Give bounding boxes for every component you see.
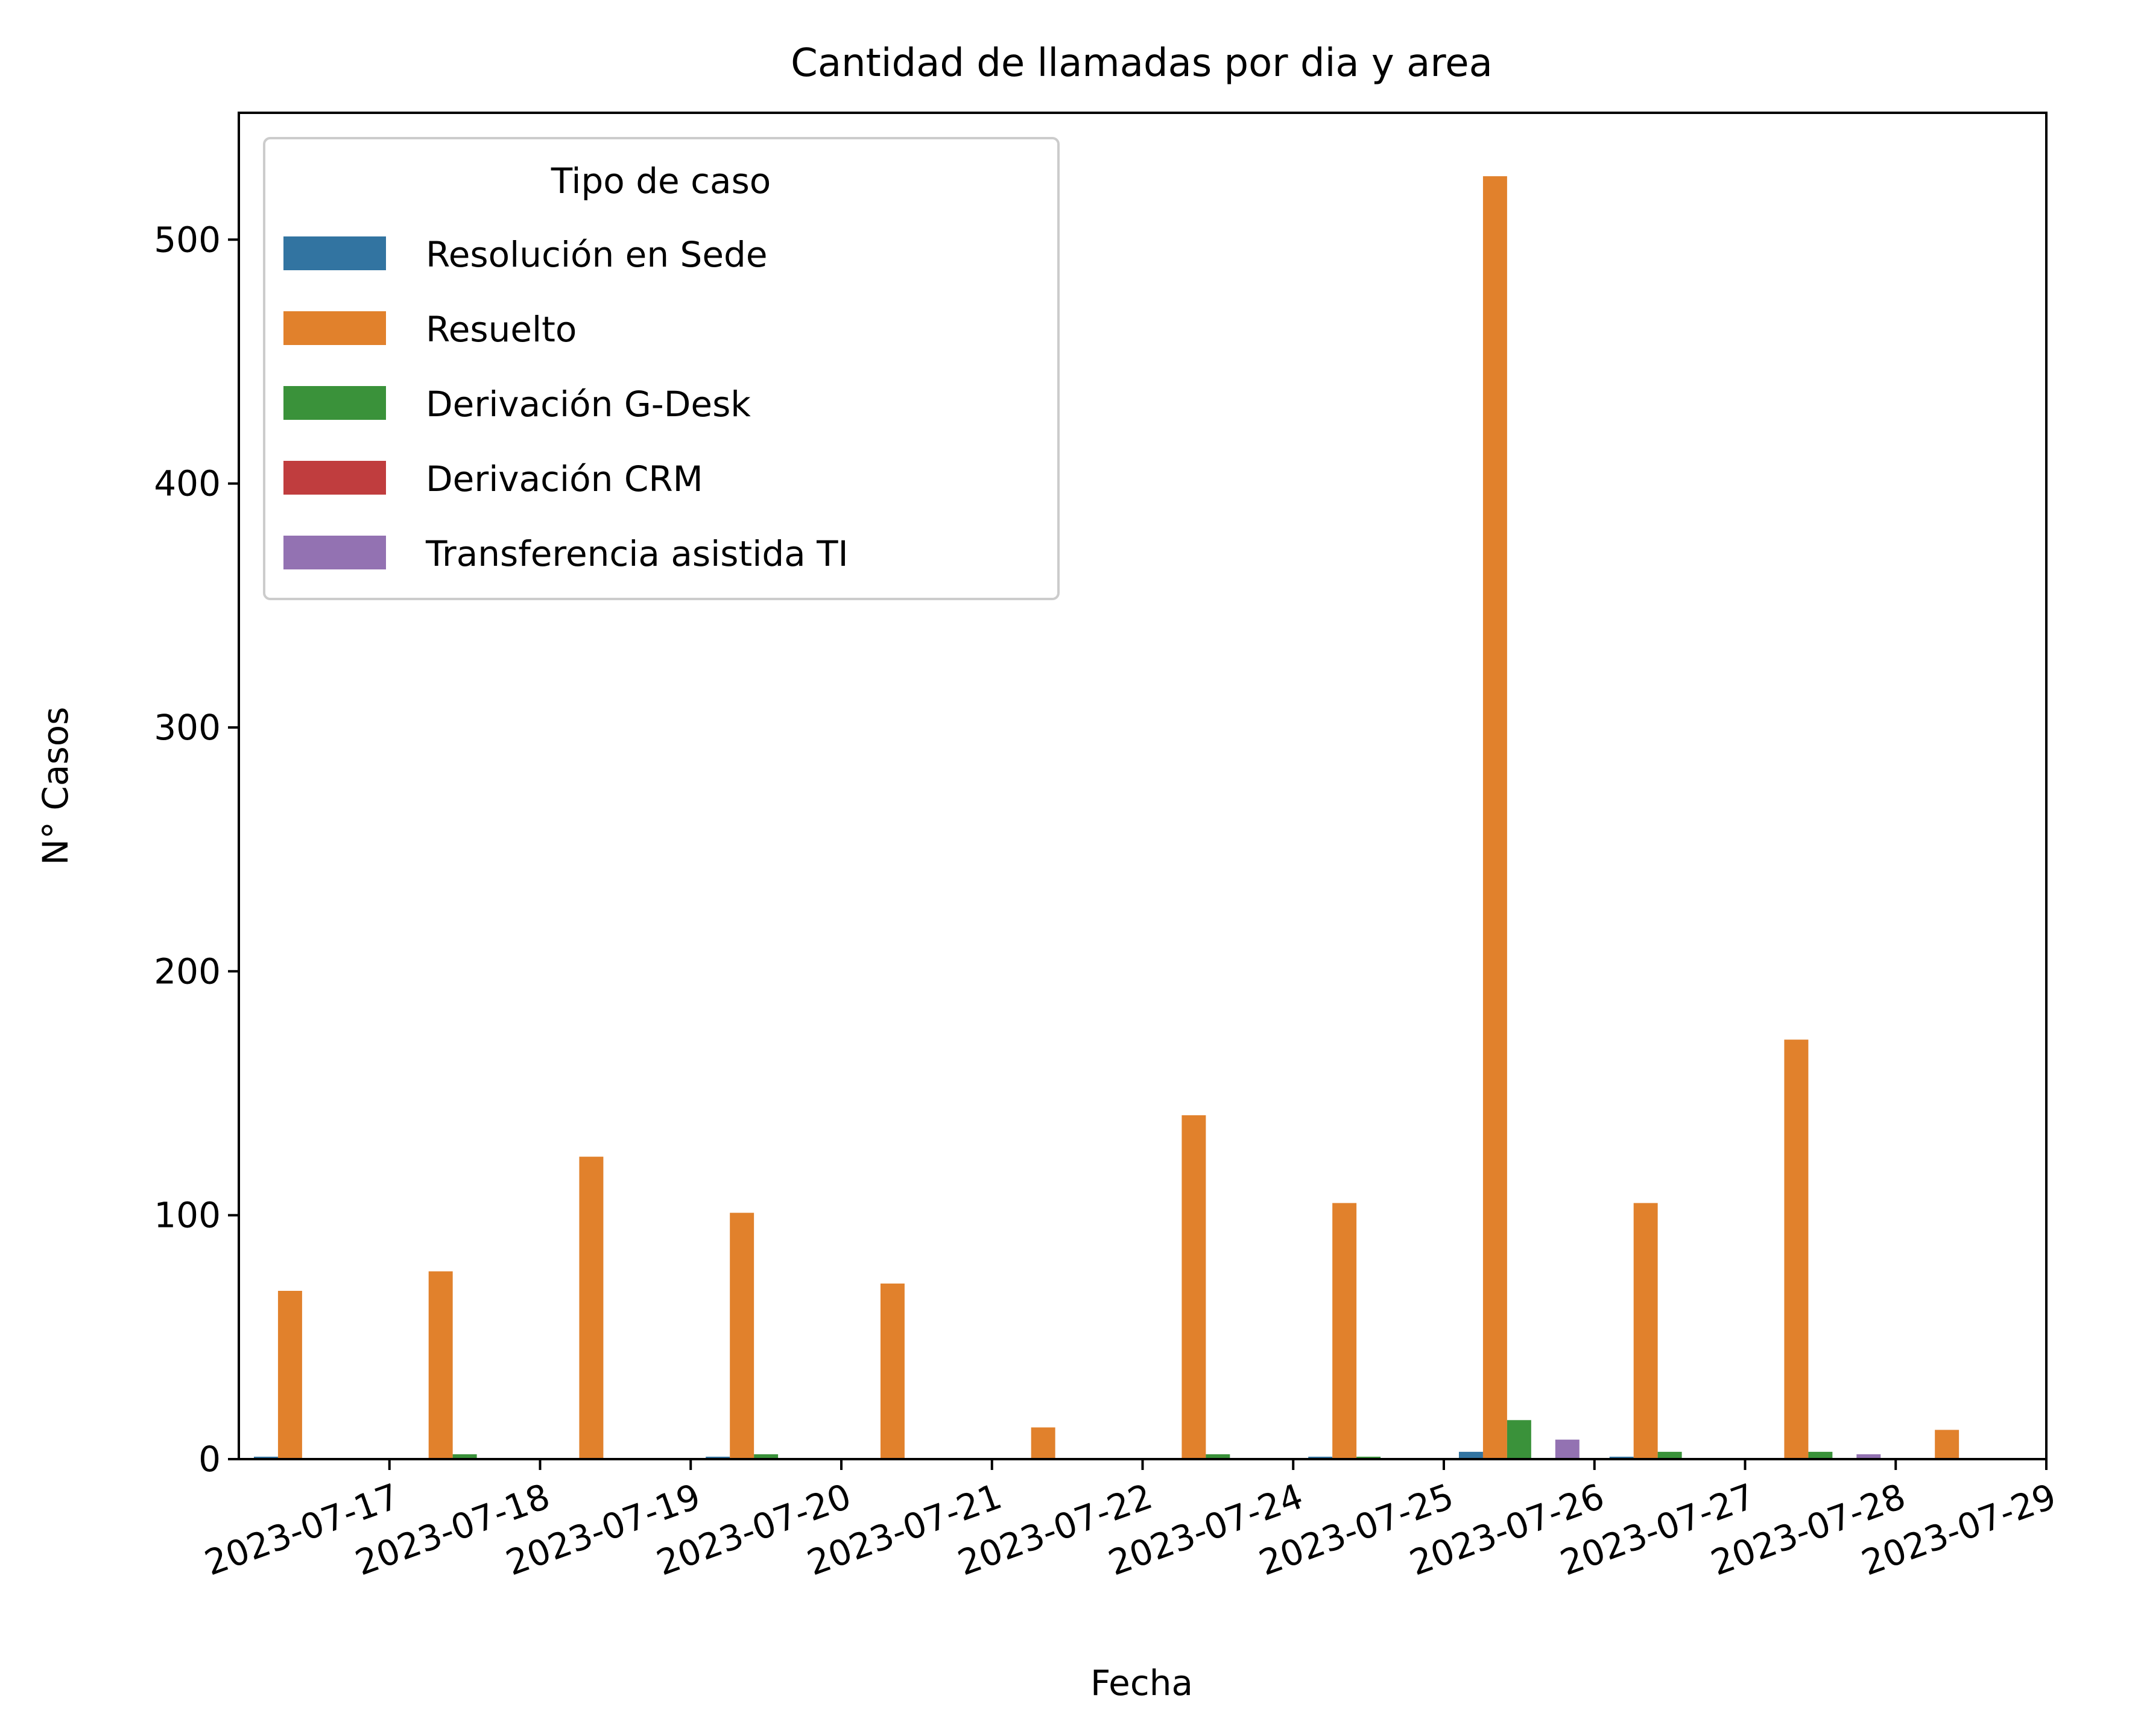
bar xyxy=(579,1156,604,1459)
bar xyxy=(1308,1456,1333,1459)
legend-title: Tipo de caso xyxy=(551,160,771,201)
bar xyxy=(730,1212,754,1459)
legend-swatch xyxy=(283,311,386,345)
bar xyxy=(1808,1451,1833,1459)
y-tick-label: 100 xyxy=(154,1195,221,1236)
bar xyxy=(1332,1203,1357,1459)
legend-label: Derivación G-Desk xyxy=(426,384,751,425)
legend-label: Transferencia asistida TI xyxy=(425,533,849,574)
bar xyxy=(1555,1439,1580,1459)
y-axis-label: N° Casos xyxy=(35,707,76,866)
bar xyxy=(1507,1420,1531,1459)
y-tick-label: 400 xyxy=(154,463,221,504)
bar xyxy=(1482,176,1507,1460)
y-axis: 0 100 200 300 400 500 xyxy=(154,219,239,1480)
bar xyxy=(880,1283,905,1459)
bar xyxy=(452,1454,477,1459)
legend-label: Derivación CRM xyxy=(426,458,703,499)
y-tick-label: 0 xyxy=(198,1439,221,1480)
bar xyxy=(1356,1456,1381,1459)
bar xyxy=(1609,1456,1634,1459)
bar xyxy=(1206,1454,1230,1459)
bar xyxy=(253,1456,278,1459)
legend-swatch xyxy=(283,236,386,270)
bar xyxy=(1856,1454,1881,1459)
bar xyxy=(1031,1427,1055,1459)
legend: Tipo de caso Resolución en Sede Resuelto D… xyxy=(263,137,1060,600)
chart-title: Cantidad de llamadas por dia y area xyxy=(791,41,1493,86)
bar xyxy=(1633,1203,1658,1459)
x-axis-label: Fecha xyxy=(1090,1662,1193,1703)
bar xyxy=(1784,1039,1809,1459)
legend-items: Resolución en Sede Resuelto Derivación G-D… xyxy=(283,234,849,574)
bar xyxy=(1458,1451,1483,1459)
bars-layer xyxy=(253,176,1959,1460)
bar xyxy=(754,1454,779,1459)
y-tick-label: 500 xyxy=(154,219,221,260)
legend-swatch xyxy=(283,461,386,495)
legend-label: Resuelto xyxy=(426,309,577,350)
bar xyxy=(277,1291,302,1459)
y-tick-label: 200 xyxy=(154,951,221,992)
bar xyxy=(1657,1451,1682,1459)
legend-label: Resolución en Sede xyxy=(426,234,768,275)
legend-swatch xyxy=(283,536,386,569)
legend-swatch xyxy=(283,386,386,420)
bar xyxy=(428,1271,453,1459)
legend-box xyxy=(263,137,1060,600)
bar xyxy=(1181,1115,1206,1459)
bar xyxy=(706,1456,730,1459)
bar xyxy=(1935,1430,1959,1459)
y-tick-label: 300 xyxy=(154,707,221,748)
